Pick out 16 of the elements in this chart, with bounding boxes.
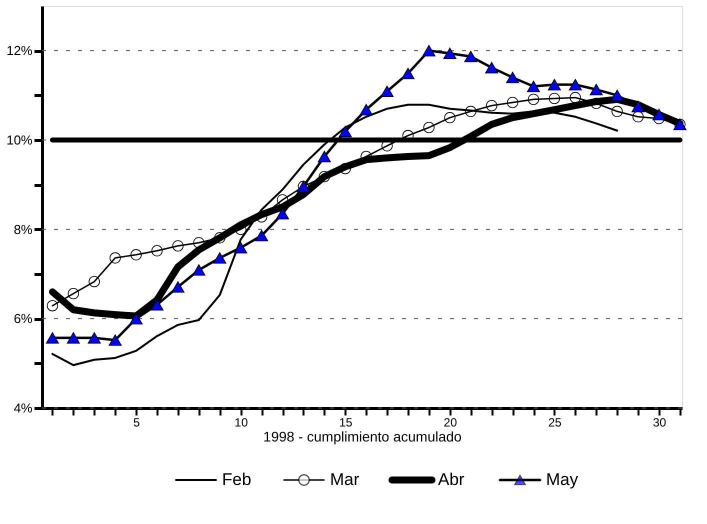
y-tick-label: 4% — [14, 400, 33, 416]
legend-label: Feb — [222, 470, 252, 489]
x-axis-title: 1998 - cumplimiento acumulado — [263, 428, 462, 444]
y-tick-label: 6% — [14, 311, 33, 326]
x-tick-label: 5 — [133, 416, 140, 430]
x-tick-label: 20 — [444, 416, 458, 430]
legend-label: Abr — [438, 470, 465, 489]
y-tick-label: 12% — [6, 43, 33, 58]
y-tick-label: 10% — [6, 132, 33, 148]
x-tick-label: 10 — [234, 416, 248, 430]
x-tick-label: 25 — [548, 416, 562, 430]
x-tick-label: 30 — [652, 416, 666, 430]
x-tick-label: 15 — [339, 416, 353, 430]
legend-label: May — [546, 470, 579, 489]
legend-label: Mar — [330, 470, 360, 489]
y-tick-label: 8% — [14, 222, 33, 237]
